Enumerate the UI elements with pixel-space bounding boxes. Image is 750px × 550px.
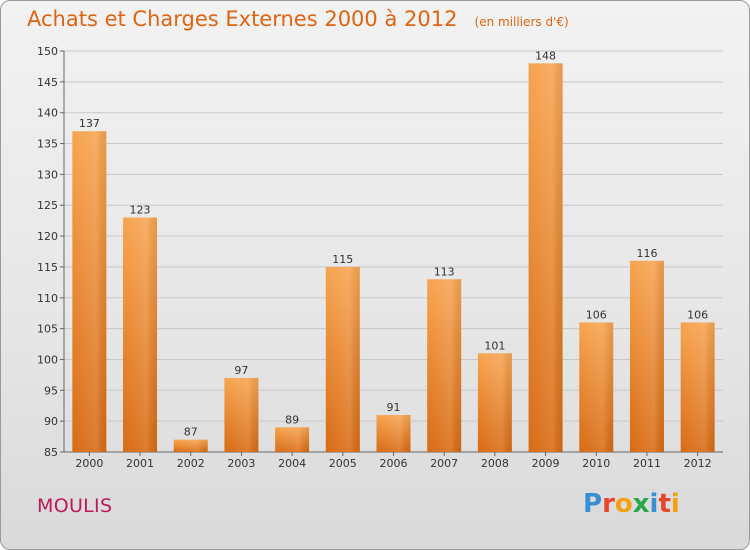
logo-letter: i bbox=[670, 489, 680, 519]
data-label: 115 bbox=[332, 253, 353, 266]
x-tick-label: 2004 bbox=[278, 457, 306, 470]
axis-layer: 85 90 95 100 105 110 115 120 125 130 135 140 145 150 2… bbox=[37, 45, 723, 470]
bar-shade bbox=[224, 377, 259, 452]
y-tick-label: 120 bbox=[37, 230, 58, 243]
bar-2000 bbox=[72, 131, 107, 452]
x-tick-label: 2005 bbox=[329, 457, 357, 470]
x-tick-label: 2003 bbox=[227, 457, 255, 470]
x-tick-label: 2000 bbox=[75, 457, 103, 470]
data-label: 113 bbox=[434, 265, 455, 278]
y-tick-label: 105 bbox=[37, 323, 58, 336]
data-label: 87 bbox=[184, 426, 198, 439]
y-tick-label: 125 bbox=[37, 199, 58, 212]
bar-shade bbox=[629, 260, 664, 452]
bar-2010 bbox=[579, 322, 614, 452]
logo-letter: P bbox=[583, 489, 603, 519]
bar-2008 bbox=[477, 353, 512, 452]
bar-shade bbox=[325, 266, 360, 452]
grid-layer bbox=[64, 50, 723, 453]
bar-2012 bbox=[680, 322, 715, 452]
logo-letter: o bbox=[614, 489, 633, 519]
data-label: 148 bbox=[535, 49, 556, 62]
y-tick-label: 90 bbox=[44, 415, 58, 428]
proxiti-logo[interactable]: Proxiti bbox=[583, 489, 680, 519]
commune-name: MOULIS bbox=[37, 495, 113, 517]
bar-2001 bbox=[123, 217, 158, 452]
y-tick-label: 145 bbox=[37, 76, 58, 89]
data-label: 123 bbox=[130, 204, 151, 217]
y-tick-label: 150 bbox=[37, 45, 58, 58]
logo-letter: r bbox=[602, 489, 615, 519]
y-tick-label: 130 bbox=[37, 168, 58, 181]
bar-2011 bbox=[629, 260, 664, 452]
logo-letter: i bbox=[649, 489, 659, 519]
x-tick-label: 2001 bbox=[126, 457, 154, 470]
bar-2006 bbox=[376, 414, 411, 452]
y-tick-label: 110 bbox=[37, 292, 58, 305]
bar-shade bbox=[477, 353, 512, 452]
x-tick-label: 2002 bbox=[177, 457, 205, 470]
chart-subtitle: (en milliers d'€) bbox=[474, 15, 569, 29]
data-label: 89 bbox=[285, 413, 299, 426]
bar-2009 bbox=[528, 63, 563, 452]
bar-layer bbox=[72, 63, 715, 452]
data-label: 137 bbox=[79, 117, 100, 130]
bar-shade bbox=[579, 322, 614, 452]
y-tick-label: 140 bbox=[37, 107, 58, 120]
data-label: 116 bbox=[636, 247, 657, 260]
bar-shade bbox=[123, 217, 158, 452]
data-label: 101 bbox=[484, 339, 505, 352]
bar-2004 bbox=[275, 427, 310, 452]
bar-shade bbox=[680, 322, 715, 452]
logo-letter: t bbox=[658, 489, 671, 519]
label-layer: 137 123 87 97 89 115 91 113 101 148 106 116 106 bbox=[79, 49, 708, 438]
x-tick-label: 2007 bbox=[430, 457, 458, 470]
logo-letter: x bbox=[632, 489, 650, 519]
bar-shade bbox=[427, 279, 462, 452]
bar-shade bbox=[275, 427, 310, 452]
title-line: Achats et Charges Externes 2000 à 2012 (… bbox=[27, 7, 569, 31]
data-label: 106 bbox=[687, 308, 708, 321]
x-tick-label: 2012 bbox=[684, 457, 712, 470]
y-tick-label: 95 bbox=[44, 384, 58, 397]
x-tick-label: 2008 bbox=[481, 457, 509, 470]
bar-2002 bbox=[173, 439, 208, 452]
data-label: 97 bbox=[234, 364, 248, 377]
y-tick-label: 115 bbox=[37, 261, 58, 274]
bar-shade bbox=[72, 131, 107, 452]
bar-2005 bbox=[325, 266, 360, 452]
x-tick-label: 2011 bbox=[633, 457, 661, 470]
bar-2003 bbox=[224, 377, 259, 452]
data-label: 91 bbox=[387, 401, 401, 414]
bar-shade bbox=[376, 414, 411, 452]
bar-2007 bbox=[427, 279, 462, 452]
bar-shade bbox=[173, 439, 208, 452]
x-tick-label: 2006 bbox=[380, 457, 408, 470]
bar-shade bbox=[528, 63, 563, 452]
y-tick-label: 100 bbox=[37, 353, 58, 366]
chart-title: Achats et Charges Externes 2000 à 2012 bbox=[27, 7, 458, 31]
y-tick-label: 85 bbox=[44, 446, 58, 459]
x-tick-label: 2009 bbox=[532, 457, 560, 470]
y-tick-label: 135 bbox=[37, 138, 58, 151]
x-tick-label: 2010 bbox=[582, 457, 610, 470]
data-label: 106 bbox=[586, 308, 607, 321]
